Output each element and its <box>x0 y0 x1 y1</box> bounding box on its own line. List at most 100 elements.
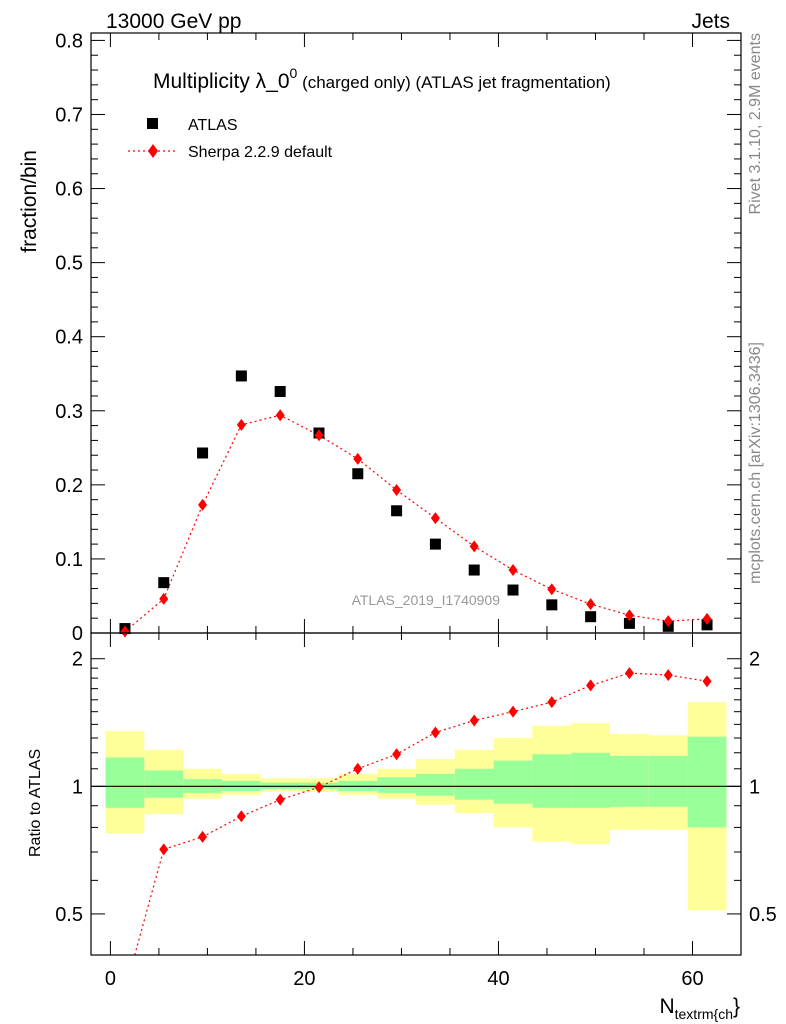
x-tick-label: 20 <box>293 968 315 990</box>
sherpa-point-main <box>120 625 130 638</box>
rivet-label: Rivet 3.1.10, 2.9M events <box>747 33 764 214</box>
sherpa-point-ratio <box>236 810 246 823</box>
ratio-y-tick-label: 2 <box>72 649 83 671</box>
sherpa-point-main <box>624 609 634 622</box>
sherpa-point-main <box>353 452 363 465</box>
main-y-tick-label: 0.3 <box>55 401 83 423</box>
sherpa-point-ratio <box>508 705 518 718</box>
sherpa-point-ratio <box>547 696 557 709</box>
main-y-tick-label: 0.5 <box>55 253 83 275</box>
atlas-data-point <box>274 386 286 398</box>
sherpa-point-ratio <box>430 726 440 739</box>
ratio-band-inner <box>610 755 649 807</box>
ratio-tick-labels: 0.5 0.51 12 20 20 40 60 <box>55 649 777 990</box>
header-left: 13000 GeV pp <box>106 10 241 33</box>
main-plot-panel: 0 0.1 0.2 0.3 0.4 0.5 0.6 0.7 0.8 Multiplicity λ… <box>55 30 742 645</box>
legend-atlas-marker <box>147 118 158 129</box>
main-y-tick-label: 0.1 <box>55 549 83 571</box>
sherpa-point-main <box>508 564 518 577</box>
main-data-marks <box>119 370 713 638</box>
x-axis-label-sub: textrm{ch <box>675 1006 733 1022</box>
plot-title: Multiplicity λ_00 (charged only) (ATLAS … <box>153 65 611 93</box>
legend-sherpa-label: Sherpa 2.2.9 default <box>188 144 333 161</box>
sherpa-point-main <box>236 418 246 431</box>
atlas-data-point <box>158 577 170 589</box>
atlas-data-point <box>352 468 364 480</box>
main-y-tick-label: 0.6 <box>55 179 83 201</box>
x-axis-label-close: } <box>733 995 740 1018</box>
x-tick-label: 40 <box>487 968 509 990</box>
ratio-y-tick-label-right: 1 <box>749 776 760 798</box>
sherpa-point-ratio <box>353 762 363 775</box>
sherpa-point-ratio <box>702 675 712 688</box>
analysis-id: ATLAS_2019_I1740909 <box>352 592 501 608</box>
ratio-band-inner <box>377 777 416 793</box>
sherpa-point-ratio <box>663 669 673 682</box>
header-right: Jets <box>691 10 730 33</box>
ratio-frame <box>90 632 742 956</box>
ratio-uncertainty-bands <box>105 702 727 911</box>
sherpa-point-ratio <box>624 667 634 680</box>
atlas-data-point <box>623 617 635 629</box>
ratio-band-inner <box>532 754 572 808</box>
legend-atlas-label: ATLAS <box>188 117 238 134</box>
atlas-data-point <box>429 538 441 550</box>
ratio-band-inner <box>687 736 727 828</box>
atlas-data-point <box>585 611 597 623</box>
atlas-data-point <box>391 505 403 517</box>
x-axis-label-main: N <box>659 995 674 1018</box>
sherpa-point-main <box>275 409 285 422</box>
atlas-data-point <box>546 599 558 611</box>
plot-title-suffix: (charged only) (ATLAS jet fragmentation) <box>297 73 610 92</box>
mcplots-label: mcplots.cern.ch [arXiv:1306.3436] <box>747 342 764 584</box>
ratio-band-inner <box>648 755 688 807</box>
ratio-band-inner <box>571 752 611 808</box>
main-y-tick-label: 0.7 <box>55 104 83 126</box>
ratio-data-marks <box>159 667 712 856</box>
ratio-axis-ticks <box>91 633 741 955</box>
ratio-band-inner <box>105 757 145 808</box>
sherpa-point-ratio <box>198 830 208 843</box>
sherpa-point-main <box>469 540 479 553</box>
sherpa-point-ratio <box>314 781 324 794</box>
y-axis-label-ratio: Ratio to ATLAS <box>27 749 44 857</box>
sherpa-point-main <box>663 615 673 628</box>
sherpa-point-main <box>586 598 596 611</box>
sherpa-point-main <box>430 512 440 525</box>
main-tick-labels: 0 0.1 0.2 0.3 0.4 0.5 0.6 0.7 0.8 <box>55 30 83 645</box>
sherpa-point-ratio <box>392 748 402 761</box>
main-y-tick-label: 0.4 <box>55 327 83 349</box>
ratio-band-inner <box>144 770 184 798</box>
plot-title-sup: 0 <box>290 65 298 81</box>
atlas-data-point <box>197 447 209 459</box>
main-y-tick-label: 0 <box>72 623 83 645</box>
atlas-data-point <box>468 564 480 576</box>
sherpa-point-main <box>314 429 324 442</box>
sherpa-point-ratio <box>159 843 169 856</box>
ratio-band-inner <box>416 773 455 796</box>
legend-sherpa-marker <box>148 144 158 158</box>
legend: ATLAS Sherpa 2.2.9 default <box>128 117 333 161</box>
ratio-band-inner <box>493 760 533 804</box>
atlas-data-point <box>235 370 247 382</box>
ratio-y-tick-label: 1 <box>72 776 83 798</box>
ratio-y-tick-label: 0.5 <box>55 904 83 926</box>
sherpa-point-ratio <box>586 679 596 692</box>
atlas-data-point <box>507 584 519 596</box>
sherpa-point-main <box>702 612 712 625</box>
plot-title-main: Multiplicity λ_0 <box>153 70 290 93</box>
sherpa-point-main <box>547 583 557 596</box>
sherpa-line-main <box>124 414 708 632</box>
x-axis-label: Ntextrm{ch} <box>659 995 740 1022</box>
y-axis-label-main: fraction/bin <box>18 150 41 253</box>
main-y-tick-label: 0.2 <box>55 475 83 497</box>
main-y-tick-label: 0.8 <box>55 30 83 52</box>
sherpa-point-main <box>159 592 169 605</box>
sherpa-point-main <box>198 498 208 511</box>
sherpa-point-main <box>392 484 402 497</box>
x-tick-label: 0 <box>105 968 116 990</box>
main-axis-ticks <box>91 33 741 634</box>
sherpa-point-ratio <box>275 793 285 806</box>
ratio-y-tick-label-right: 0.5 <box>749 904 777 926</box>
